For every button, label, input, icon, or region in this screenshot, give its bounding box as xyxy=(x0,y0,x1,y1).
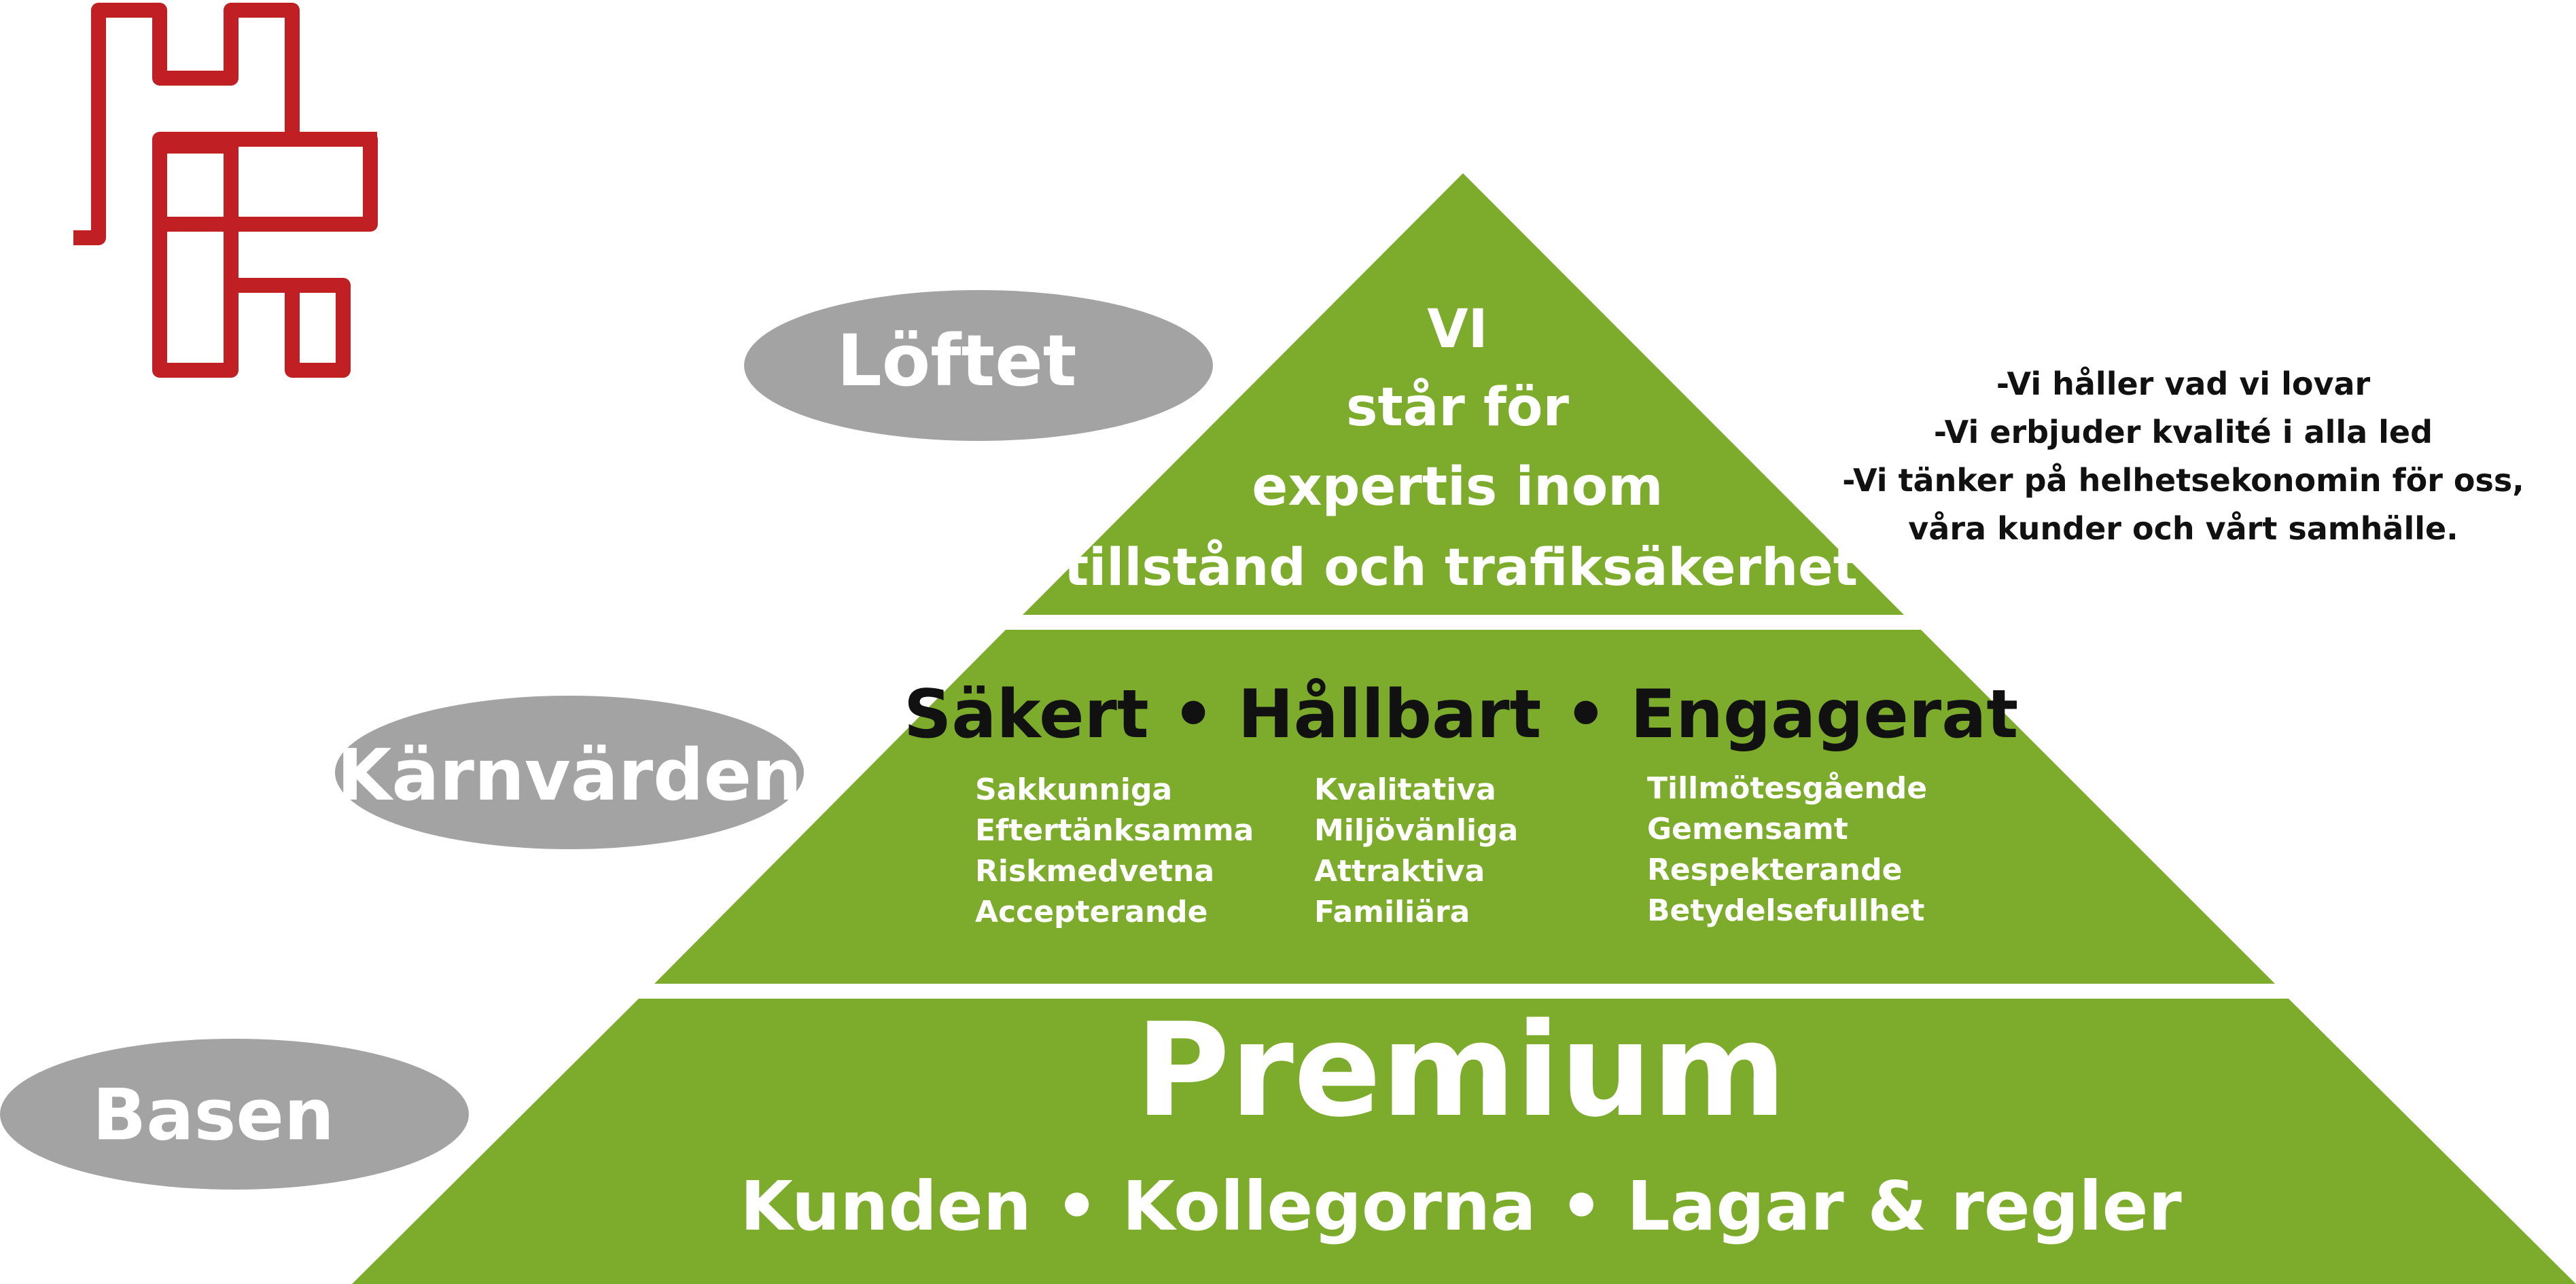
label-lofte: Löftet xyxy=(836,319,1077,402)
values-column-3: Tillmötesgående Gemensamt Respekterande … xyxy=(1647,768,1927,931)
value-item: Accepterande xyxy=(975,895,1208,929)
value-item: Eftertänksamma xyxy=(975,813,1254,848)
premium-subtitle: Kunden • Kollegorna • Lagar & regler xyxy=(740,1166,2182,1246)
top-tier-line-3: expertis inom xyxy=(1252,457,1663,518)
top-tier-line-4: tillstånd och trafiksäkerhet xyxy=(1063,537,1858,597)
values-column-1: Sakkunniga Eftertänksamma Riskmedvetna A… xyxy=(975,770,1254,933)
promise-list: -Vi håller vad vi lovar -Vi erbjuder kva… xyxy=(1842,360,2524,553)
values-column-2: Kvalitativa Miljövänliga Attraktiva Fami… xyxy=(1314,770,1518,933)
value-item: Betydelsefullhet xyxy=(1647,893,1925,928)
oval-lofte xyxy=(744,290,1213,441)
oval-basen xyxy=(0,1039,469,1190)
pyramid-top-tier xyxy=(1023,173,1904,615)
oval-karnvarden xyxy=(335,696,804,849)
value-item: Kvalitativa xyxy=(1314,772,1496,807)
pyramid-bottom-tier xyxy=(352,999,2576,1284)
core-values-headline: Säkert • Hållbart • Engagerat xyxy=(903,676,2019,753)
hh-logo-icon xyxy=(73,3,378,378)
label-karnvarden: Kärnvärden xyxy=(336,734,802,817)
promise-line: -Vi håller vad vi lovar xyxy=(1996,365,2371,402)
value-item: Attraktiva xyxy=(1314,854,1485,889)
label-basen: Basen xyxy=(92,1073,334,1156)
promise-line: -Vi tänker på helhetsekonomin för oss, xyxy=(1842,462,2524,499)
value-item: Respekterande xyxy=(1647,853,1903,887)
value-item: Sakkunniga xyxy=(975,772,1173,807)
top-tier-line-1: VI xyxy=(1427,299,1488,360)
premium-title: Premium xyxy=(1135,995,1787,1145)
value-item: Familiära xyxy=(1314,895,1470,929)
value-item: Riskmedvetna xyxy=(975,854,1215,889)
promise-line: -Vi erbjuder kvalité i alla led xyxy=(1933,414,2433,450)
top-tier-line-2: står för xyxy=(1346,377,1569,438)
value-item: Gemensamt xyxy=(1647,812,1848,846)
value-item: Miljövänliga xyxy=(1314,813,1519,848)
value-item: Tillmötesgående xyxy=(1647,771,1928,806)
promise-line: våra kunder och vårt samhälle. xyxy=(1908,510,2458,547)
pyramid-middle-tier xyxy=(654,630,2275,984)
